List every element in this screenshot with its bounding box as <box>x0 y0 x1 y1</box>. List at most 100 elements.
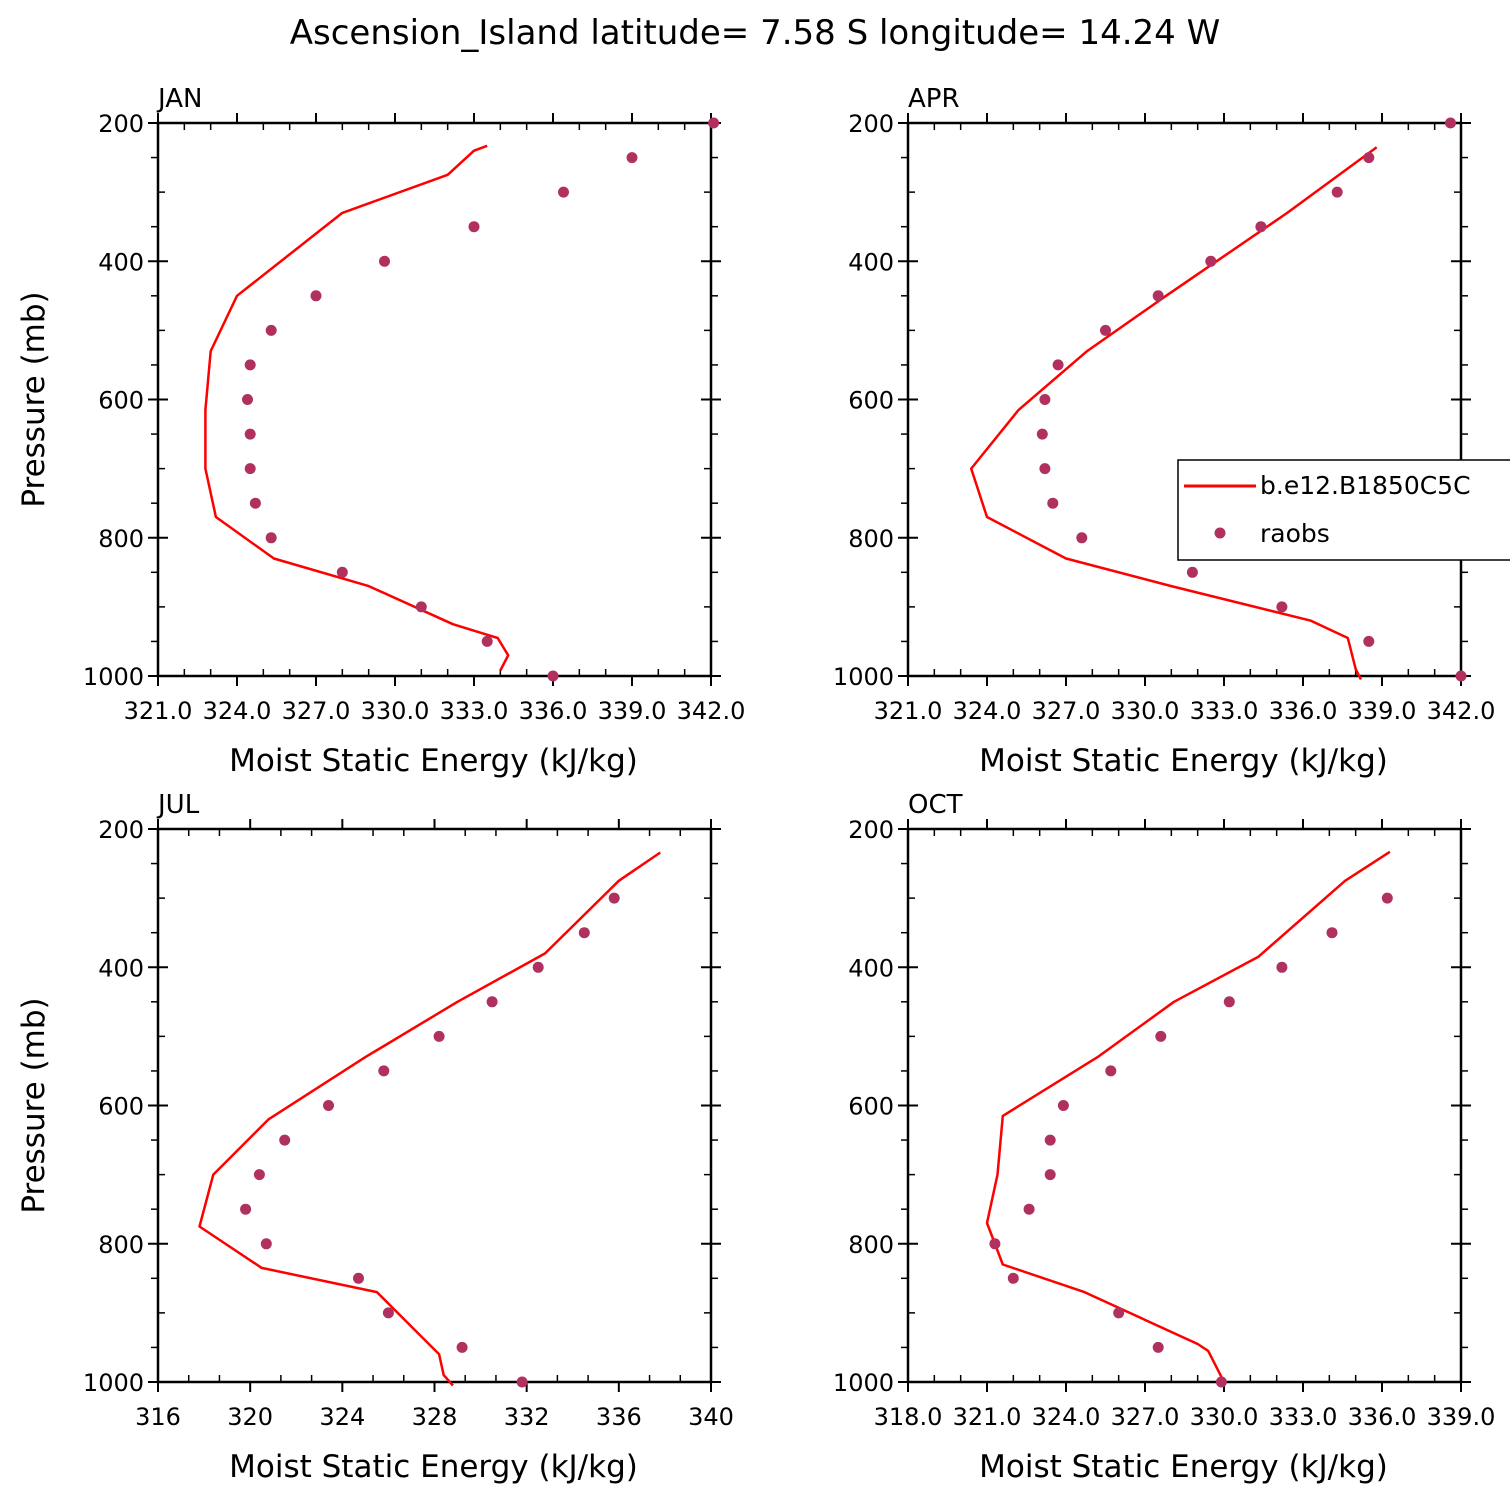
y-tick-label: 1000 <box>83 663 144 691</box>
y-tick-label: 800 <box>848 1231 894 1259</box>
x-tick-label: 330.0 <box>361 697 430 725</box>
obs-point <box>1152 1341 1164 1353</box>
obs-point <box>415 601 427 613</box>
obs-point <box>1044 1134 1056 1146</box>
obs-point <box>1039 463 1051 475</box>
obs-point <box>1255 221 1267 233</box>
obs-point <box>1044 1169 1056 1181</box>
obs-point <box>1105 1065 1117 1077</box>
x-tick-label: 333.0 <box>1269 1403 1338 1431</box>
obs-point <box>1039 394 1051 405</box>
panel-jul: JUL 316 320 324 328 332 336 340 200 400 600 800 1000… <box>16 790 734 1485</box>
legend-obs-label: raobs <box>1260 519 1330 548</box>
obs-point <box>249 497 261 509</box>
obs-point <box>486 996 498 1008</box>
y-tick-label: 200 <box>98 110 144 138</box>
y-axis-title: Pressure (mb) <box>16 997 52 1213</box>
x-tick-label: 327.0 <box>1111 1403 1180 1431</box>
obs-point <box>1076 532 1088 544</box>
panel-title: JAN <box>156 84 202 114</box>
obs-point <box>1455 670 1467 682</box>
obs-point <box>433 1030 445 1042</box>
obs-point <box>244 359 256 371</box>
obs-point <box>1215 1376 1227 1388</box>
x-tick-label: 320 <box>227 1403 273 1431</box>
x-tick-label: 340 <box>688 1403 734 1431</box>
x-axis-title: Moist Static Energy (kJ/kg) <box>979 743 1388 779</box>
y-tick-label: 400 <box>98 248 144 276</box>
obs-point <box>1052 359 1064 371</box>
panel-title: APR <box>908 84 960 114</box>
panel-apr: APR 321.0 324.0 327.0 330.0 333.0 336.0 339.0 34… <box>833 84 1495 779</box>
obs-point <box>244 463 256 475</box>
y-axis-title: Pressure (mb) <box>16 291 52 507</box>
x-tick-label: 318.0 <box>874 1403 943 1431</box>
obs-point <box>481 635 493 647</box>
obs-point <box>1326 927 1338 939</box>
obs-point <box>1152 290 1164 302</box>
x-tick-label: 336 <box>596 1403 642 1431</box>
y-tick-label: 200 <box>848 110 894 138</box>
legend-model-label: b.e12.B1850C5C <box>1260 471 1471 500</box>
obs-point <box>240 1203 252 1215</box>
x-tick-label: 339.0 <box>1427 1403 1496 1431</box>
obs-point <box>1023 1203 1035 1215</box>
obs-point <box>1113 1307 1125 1319</box>
obs-point <box>1205 255 1217 267</box>
obs-point <box>265 532 277 544</box>
panel-title: OCT <box>908 790 963 820</box>
obs-point <box>1331 186 1343 198</box>
legend: b.e12.B1850C5C raobs <box>1177 459 1510 561</box>
obs-point <box>532 961 544 973</box>
y-tick-label: 1000 <box>833 1369 894 1397</box>
y-tick-label: 1000 <box>83 1369 144 1397</box>
x-tick-label: 316 <box>135 1403 181 1431</box>
x-axis-title: Moist Static Energy (kJ/kg) <box>229 743 638 779</box>
x-tick-label: 336.0 <box>1348 1403 1417 1431</box>
obs-point <box>1276 961 1288 973</box>
y-tick-label: 1000 <box>833 663 894 691</box>
figure-title: Ascension_Island latitude= 7.58 S longit… <box>290 13 1221 53</box>
x-tick-label: 330.0 <box>1190 1403 1259 1431</box>
y-tick-label: 400 <box>848 954 894 982</box>
x-tick-label: 336.0 <box>1269 697 1338 725</box>
y-tick-label: 800 <box>848 525 894 553</box>
obs-point <box>608 892 620 904</box>
obs-point <box>378 1065 390 1077</box>
x-tick-label: 342.0 <box>1427 697 1496 725</box>
panels: JAN 321.0 324.0 327.0 330.0 333.0 336.0 339.0 34… <box>16 84 1495 1485</box>
obs-point <box>260 1238 272 1250</box>
x-tick-label: 327.0 <box>1032 697 1101 725</box>
y-tick-label: 200 <box>98 816 144 844</box>
obs-point <box>265 324 277 336</box>
x-tick-label: 321.0 <box>953 1403 1022 1431</box>
obs-point <box>456 1341 468 1353</box>
panel-jan: JAN 321.0 324.0 327.0 330.0 333.0 336.0 339.0 34… <box>16 84 745 779</box>
model-line <box>985 850 1391 1383</box>
x-tick-label: 332 <box>504 1403 550 1431</box>
x-tick-label: 321.0 <box>124 697 193 725</box>
obs-point <box>1381 892 1393 904</box>
obs-point <box>1007 1272 1019 1284</box>
obs-point <box>547 670 559 682</box>
obs-point <box>558 186 569 198</box>
obs-point <box>1036 428 1048 440</box>
obs-point <box>626 152 638 164</box>
obs-point <box>253 1169 265 1181</box>
x-tick-label: 324.0 <box>953 697 1022 725</box>
obs-point <box>1276 601 1288 613</box>
obs-point <box>1047 497 1059 509</box>
panel-oct: OCT 318.0 321.0 324.0 327.0 330.0 333.0 336.0 33… <box>833 790 1495 1485</box>
obs-point <box>353 1272 364 1284</box>
x-tick-label: 330.0 <box>1111 697 1180 725</box>
obs-point <box>1155 1030 1167 1042</box>
x-tick-label: 324.0 <box>203 697 272 725</box>
obs-point <box>242 394 253 405</box>
plot-frame <box>906 827 1463 1384</box>
panel-title: JUL <box>156 790 200 820</box>
x-tick-label: 339.0 <box>598 697 667 725</box>
x-tick-label: 342.0 <box>677 697 746 725</box>
model-line <box>204 144 510 672</box>
legend-obs-marker <box>1214 527 1226 539</box>
